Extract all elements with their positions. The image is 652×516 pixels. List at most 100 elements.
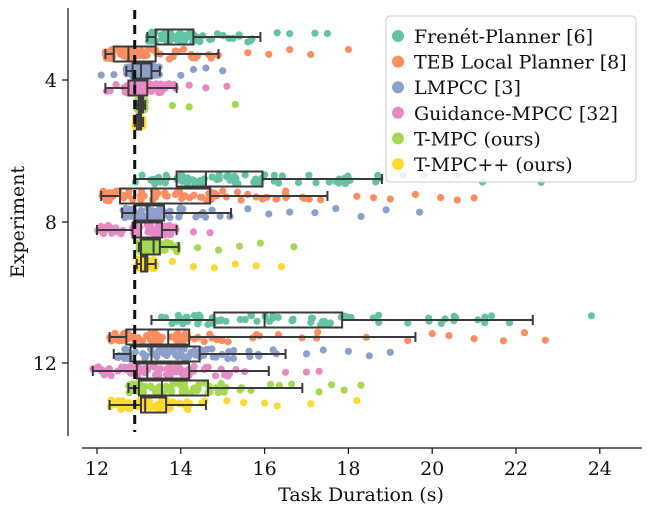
- data-point: [481, 313, 489, 321]
- outlier-point: [416, 208, 424, 216]
- outlier-point: [256, 239, 264, 247]
- data-point: [125, 206, 133, 214]
- data-point: [166, 230, 174, 239]
- outlier-point: [357, 381, 365, 389]
- data-point: [317, 196, 325, 204]
- outlier-point: [189, 65, 197, 74]
- data-point: [173, 317, 181, 325]
- data-point: [294, 179, 303, 187]
- outlier-point: [587, 312, 596, 320]
- data-point: [233, 188, 242, 196]
- data-point: [202, 196, 211, 204]
- data-point: [166, 214, 174, 222]
- data-point: [172, 368, 180, 376]
- outlier-point: [168, 101, 176, 110]
- outlier-point: [332, 205, 340, 213]
- outlier-point: [185, 81, 193, 89]
- data-point: [171, 190, 179, 199]
- y-tick-label: 12: [33, 353, 57, 375]
- box-iqr: [139, 238, 161, 256]
- outlier-point: [110, 71, 118, 79]
- data-point: [213, 30, 222, 38]
- outlier-point: [240, 399, 248, 407]
- outlier-point: [453, 196, 461, 204]
- data-point: [488, 312, 496, 320]
- data-point: [175, 213, 183, 221]
- outlier-point: [311, 29, 319, 37]
- data-point: [441, 315, 449, 323]
- data-point: [343, 313, 351, 321]
- data-point: [148, 363, 156, 371]
- outlier-point: [307, 50, 315, 59]
- data-point: [237, 196, 245, 204]
- data-point: [137, 195, 145, 203]
- outlier-point: [235, 242, 244, 250]
- data-point: [265, 317, 274, 325]
- data-point: [194, 385, 202, 393]
- data-point: [278, 172, 286, 180]
- box-iqr: [139, 396, 168, 414]
- data-point: [404, 319, 412, 327]
- data-point: [179, 205, 187, 213]
- outlier-point: [244, 49, 252, 57]
- x-tick-label: 24: [588, 458, 612, 480]
- legend-marker: [392, 158, 404, 170]
- data-point: [163, 81, 171, 89]
- outlier-point: [189, 263, 197, 271]
- outlier-point: [286, 208, 294, 216]
- data-point: [253, 179, 261, 187]
- outlier-point: [302, 368, 311, 376]
- outlier-point: [365, 352, 373, 360]
- outlier-point: [265, 50, 273, 58]
- x-tick-label: 12: [85, 458, 109, 480]
- data-point: [216, 212, 224, 220]
- x-tick-label: 16: [253, 458, 277, 480]
- data-point: [241, 171, 249, 179]
- data-point: [148, 81, 156, 89]
- data-point: [112, 81, 120, 89]
- outlier-point: [520, 329, 529, 337]
- outlier-point: [357, 212, 365, 221]
- data-point: [282, 187, 290, 195]
- data-point: [149, 403, 158, 411]
- data-point: [190, 176, 198, 184]
- data-point: [229, 354, 238, 362]
- outlier-point: [281, 368, 290, 376]
- data-point: [305, 171, 313, 179]
- data-point: [143, 51, 151, 60]
- data-point: [163, 238, 171, 246]
- data-point: [174, 337, 182, 346]
- data-point: [116, 50, 124, 58]
- legend-label: TEB Local Planner [8]: [414, 52, 627, 74]
- data-point: [224, 338, 232, 346]
- x-tick-label: 22: [504, 458, 528, 480]
- outlier-point: [302, 350, 311, 358]
- box-iqr: [129, 345, 201, 363]
- outlier-point: [273, 29, 281, 37]
- outlier-point: [311, 209, 319, 217]
- data-point: [307, 314, 316, 322]
- outlier-point: [323, 29, 331, 38]
- boxes-layer: [91, 28, 534, 414]
- data-point: [117, 230, 125, 238]
- data-point: [150, 70, 158, 79]
- box-iqr: [125, 328, 191, 346]
- outlier-point: [286, 30, 294, 38]
- data-point: [159, 244, 167, 253]
- outlier-point: [499, 337, 507, 345]
- outlier-point: [223, 82, 231, 90]
- data-point: [196, 38, 204, 46]
- data-point: [161, 191, 169, 200]
- outlier-point: [290, 243, 298, 251]
- data-point: [224, 354, 232, 363]
- data-point: [142, 352, 150, 360]
- data-point: [154, 189, 162, 197]
- data-point: [156, 400, 164, 408]
- data-point: [165, 222, 174, 230]
- data-point: [151, 387, 159, 395]
- data-point: [404, 336, 412, 345]
- outlier-point: [97, 71, 105, 79]
- data-point: [204, 320, 212, 329]
- outlier-point: [470, 335, 478, 343]
- data-point: [227, 175, 235, 183]
